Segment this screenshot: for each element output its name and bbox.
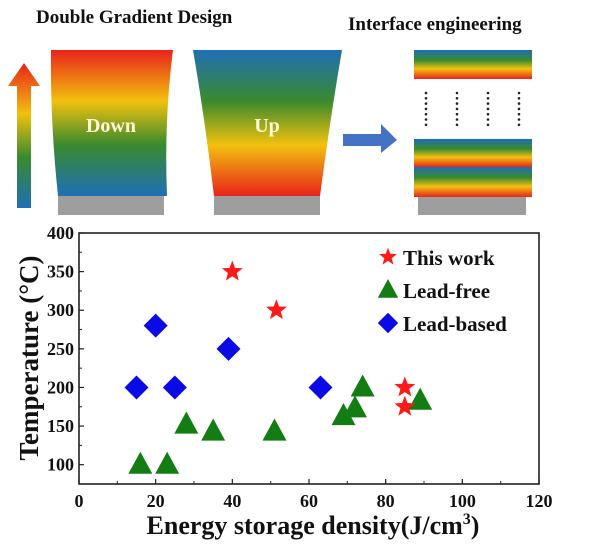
dot bbox=[486, 107, 490, 111]
data-point-star bbox=[394, 376, 416, 397]
dot bbox=[424, 123, 428, 127]
interface-stack-top bbox=[414, 50, 532, 79]
data-point-triangle bbox=[408, 387, 433, 410]
data-point-star bbox=[394, 395, 416, 416]
dot bbox=[455, 107, 459, 111]
data-point-triangle bbox=[155, 451, 180, 474]
dot bbox=[424, 97, 428, 100]
block-down bbox=[50, 50, 174, 196]
dot bbox=[486, 112, 490, 116]
data-point-diamond bbox=[143, 313, 168, 338]
dot bbox=[455, 91, 459, 95]
x-tick-label: 100 bbox=[449, 491, 476, 511]
y-axis-label: Temperature (°C) bbox=[14, 255, 44, 460]
dot bbox=[517, 102, 521, 105]
x-tick-label: 40 bbox=[223, 491, 241, 511]
data-point-star bbox=[266, 299, 287, 320]
dot bbox=[517, 123, 521, 127]
legend-marker-triangle-icon bbox=[377, 278, 399, 298]
dot bbox=[486, 91, 490, 95]
dot bbox=[424, 102, 428, 105]
y-tick-label: 100 bbox=[47, 455, 74, 475]
y-tick-label: 300 bbox=[47, 300, 74, 320]
dot bbox=[486, 97, 490, 100]
legend-label: This work bbox=[403, 246, 495, 270]
dot bbox=[455, 118, 459, 121]
data-point-triangle bbox=[262, 418, 287, 441]
plot-frame bbox=[78, 232, 540, 485]
dot bbox=[455, 97, 459, 100]
dot bbox=[486, 123, 490, 127]
block-up bbox=[193, 50, 342, 196]
dot bbox=[486, 102, 490, 105]
dot bbox=[455, 112, 459, 116]
dot bbox=[455, 102, 459, 105]
dotted-separators bbox=[424, 91, 521, 127]
block-down-label: Down bbox=[86, 115, 136, 137]
dot bbox=[517, 112, 521, 116]
dot bbox=[486, 118, 490, 121]
x-tick-label: 0 bbox=[75, 491, 84, 511]
x-axis-label: Energy storage density(J/cm3) bbox=[147, 511, 480, 540]
dot bbox=[455, 123, 459, 127]
dot bbox=[424, 112, 428, 116]
schematic-title-left: Double Gradient Design bbox=[36, 7, 233, 28]
data-point-diamond bbox=[216, 336, 241, 361]
dot bbox=[517, 118, 521, 121]
dot bbox=[517, 107, 521, 111]
data-point-triangle bbox=[128, 451, 153, 474]
y-tick-label: 350 bbox=[47, 262, 74, 282]
legend-label: Lead-free bbox=[403, 279, 490, 303]
block-up-label: Up bbox=[254, 115, 280, 137]
legend-marker-diamond-icon bbox=[377, 312, 399, 334]
interface-stack-bottom bbox=[414, 139, 532, 215]
substrate-up bbox=[214, 196, 320, 215]
gradient-arrow-icon bbox=[8, 63, 40, 208]
y-tick-label: 150 bbox=[47, 416, 74, 436]
dot bbox=[424, 118, 428, 121]
x-tick-label: 80 bbox=[377, 491, 395, 511]
data-point-diamond bbox=[162, 375, 187, 400]
legend-label: Lead-based bbox=[403, 312, 507, 336]
data-point-triangle bbox=[331, 403, 356, 426]
data-point-triangle bbox=[343, 395, 367, 418]
schematic-illustration: Down Up bbox=[8, 50, 532, 215]
x-tick-label: 60 bbox=[300, 491, 318, 511]
dot bbox=[424, 91, 428, 95]
dot bbox=[517, 91, 521, 95]
data-point-star bbox=[221, 260, 243, 281]
dot bbox=[517, 97, 521, 100]
substrate-down bbox=[58, 196, 164, 215]
right-arrow-icon bbox=[343, 124, 397, 153]
data-point-diamond bbox=[308, 375, 333, 400]
data-point-diamond bbox=[124, 375, 149, 400]
dot bbox=[424, 107, 428, 111]
x-tick-label: 120 bbox=[526, 491, 553, 511]
legend-marker-star-icon bbox=[379, 247, 397, 265]
data-point-triangle bbox=[201, 418, 226, 441]
x-tick-label: 20 bbox=[147, 491, 165, 511]
y-tick-label: 250 bbox=[47, 339, 74, 359]
y-tick-label: 200 bbox=[47, 377, 74, 397]
data-point-triangle bbox=[350, 374, 375, 397]
schematic-title-right: Interface engineering bbox=[348, 14, 522, 35]
data-point-triangle bbox=[174, 411, 199, 434]
y-tick-label: 400 bbox=[47, 223, 74, 243]
